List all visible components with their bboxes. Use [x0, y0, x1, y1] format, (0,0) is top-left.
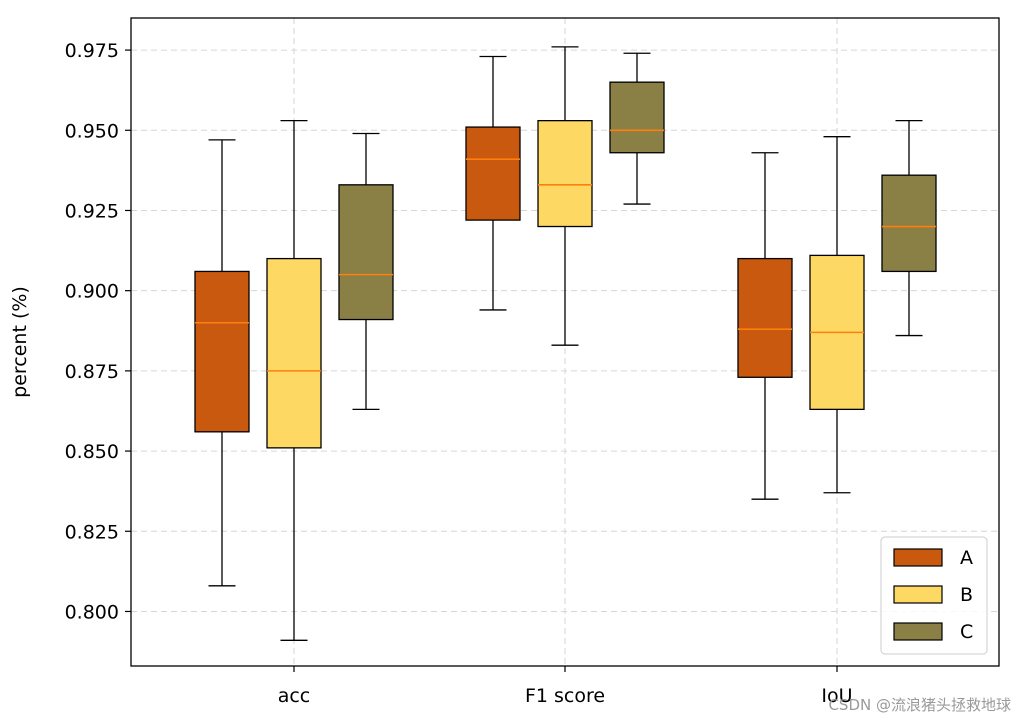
- legend-swatch-c: [893, 622, 943, 641]
- box-body: [537, 120, 593, 228]
- box-body: [465, 126, 521, 221]
- watermark: CSDN @流浪猪头拯救地球: [828, 696, 1011, 714]
- y-tick-label: 0.900: [65, 281, 119, 303]
- y-tick-label: 0.800: [65, 601, 119, 623]
- legend-label-c: C: [960, 621, 973, 643]
- box-body: [194, 270, 250, 433]
- y-tick-label: 0.875: [65, 361, 119, 383]
- box-A-f1-score: [465, 55, 521, 311]
- legend: ABC: [880, 536, 988, 655]
- box-B-acc: [266, 120, 322, 641]
- x-tick-label: F1 score: [525, 685, 605, 707]
- y-tick-label: 0.850: [65, 441, 119, 463]
- y-tick-label: 0.975: [65, 40, 119, 62]
- box-C-acc: [338, 132, 394, 411]
- x-axis: acc F1 score IoU: [278, 666, 853, 707]
- box-body: [881, 174, 937, 273]
- box-C-iou: [881, 120, 937, 337]
- legend-swatch-a: [893, 548, 943, 567]
- y-tick-label: 0.825: [65, 521, 119, 543]
- y-tick-label: 0.950: [65, 120, 119, 142]
- y-axis: 0.800 0.825 0.850 0.875 0.900 0.925 0.950 0.975: [65, 40, 131, 623]
- legend-label-a: A: [960, 547, 973, 569]
- box-B-f1-score: [537, 46, 593, 346]
- box-C-f1-score: [609, 52, 665, 205]
- y-tick-label: 0.925: [65, 200, 119, 222]
- box-B-iou: [809, 136, 865, 494]
- boxes: [194, 46, 937, 641]
- box-A-acc: [194, 139, 250, 587]
- box-body: [737, 257, 793, 378]
- box-body: [338, 184, 394, 321]
- legend-swatch-b: [893, 585, 943, 604]
- y-axis-label: percent (%): [9, 286, 31, 398]
- box-A-iou: [737, 152, 793, 500]
- box-body: [609, 81, 665, 154]
- x-tick-label: acc: [278, 685, 311, 707]
- legend-label-b: B: [960, 584, 973, 606]
- x-tick-label: IoU: [821, 685, 852, 707]
- box-body: [266, 257, 322, 449]
